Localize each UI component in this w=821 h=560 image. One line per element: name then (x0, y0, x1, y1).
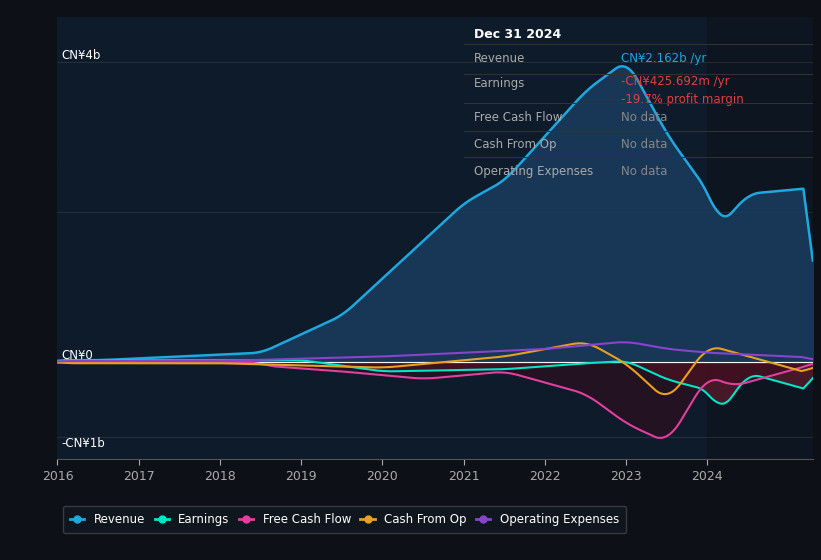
Text: Dec 31 2024: Dec 31 2024 (475, 28, 562, 41)
Text: Free Cash Flow: Free Cash Flow (475, 111, 562, 124)
Text: -19.7% profit margin: -19.7% profit margin (621, 93, 744, 106)
Text: No data: No data (621, 111, 667, 124)
Text: CN¥2.162b /yr: CN¥2.162b /yr (621, 52, 706, 65)
Text: Earnings: Earnings (475, 77, 525, 90)
Text: Operating Expenses: Operating Expenses (475, 165, 594, 178)
Text: CN¥0: CN¥0 (62, 349, 94, 362)
Text: No data: No data (621, 165, 667, 178)
Text: Cash From Op: Cash From Op (475, 138, 557, 151)
Legend: Revenue, Earnings, Free Cash Flow, Cash From Op, Operating Expenses: Revenue, Earnings, Free Cash Flow, Cash … (63, 506, 626, 533)
Text: -CN¥1b: -CN¥1b (62, 437, 105, 450)
Text: Revenue: Revenue (475, 52, 525, 65)
Text: CN¥4b: CN¥4b (62, 49, 101, 62)
Bar (707, 17, 813, 459)
Text: No data: No data (621, 138, 667, 151)
Text: -CN¥425.692m /yr: -CN¥425.692m /yr (621, 75, 730, 88)
